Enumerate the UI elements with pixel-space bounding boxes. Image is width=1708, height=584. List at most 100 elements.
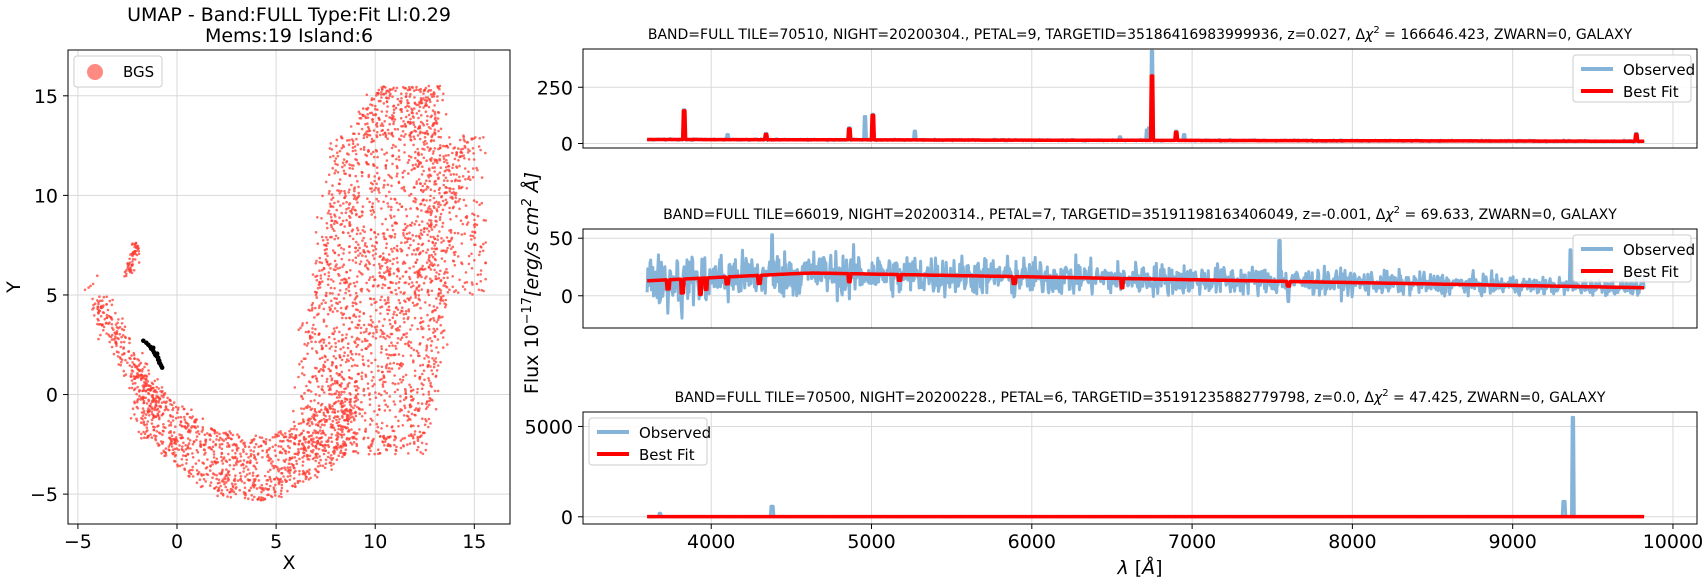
- umap-point: [437, 177, 440, 181]
- umap-point: [420, 209, 423, 212]
- umap-point: [363, 394, 366, 397]
- umap-point: [421, 452, 425, 456]
- umap-point: [365, 281, 368, 285]
- umap-point: [133, 245, 136, 249]
- umap-point: [208, 438, 212, 441]
- umap-point: [340, 189, 343, 193]
- umap-point: [427, 360, 431, 363]
- umap-point: [356, 405, 359, 409]
- umap-point: [429, 344, 433, 347]
- umap-point: [202, 477, 206, 481]
- umap-point: [385, 89, 388, 93]
- umap-point: [413, 129, 416, 132]
- umap-point: [361, 340, 364, 343]
- umap-point: [320, 436, 324, 439]
- umap-point: [345, 333, 348, 336]
- umap-point: [341, 333, 344, 337]
- umap-point: [318, 340, 321, 344]
- umap-point: [345, 270, 349, 274]
- umap-point: [160, 401, 164, 405]
- umap-point: [252, 450, 255, 453]
- umap-point: [413, 102, 417, 105]
- umap-point: [102, 325, 106, 329]
- umap-point: [410, 424, 413, 427]
- umap-point: [412, 239, 416, 242]
- umap-point: [351, 167, 355, 170]
- umap-point: [441, 330, 445, 333]
- umap-point: [386, 258, 389, 261]
- umap-point: [412, 143, 415, 147]
- umap-point: [414, 296, 417, 299]
- umap-point: [323, 443, 327, 447]
- umap-point: [247, 445, 251, 449]
- umap-point: [371, 244, 374, 248]
- umap-point: [148, 408, 151, 412]
- umap-point: [478, 203, 481, 207]
- umap-point: [469, 234, 473, 237]
- umap-point: [358, 310, 362, 314]
- umap-point: [215, 431, 219, 434]
- umap-point: [315, 436, 319, 439]
- umap-point: [425, 346, 429, 350]
- umap-point: [348, 258, 351, 262]
- umap-point: [237, 460, 240, 464]
- umap-point: [332, 280, 335, 283]
- umap-point: [363, 230, 367, 234]
- umap-point: [392, 257, 395, 261]
- umap-point: [220, 489, 224, 492]
- umap-point: [371, 182, 375, 186]
- umap-point: [397, 367, 401, 370]
- umap-point: [204, 480, 207, 483]
- umap-point: [463, 139, 467, 143]
- umap-point: [435, 297, 438, 300]
- umap-point: [415, 112, 419, 115]
- umap-point: [426, 364, 430, 368]
- umap-point: [411, 163, 415, 167]
- umap-point: [420, 114, 423, 117]
- umap-point: [350, 335, 354, 339]
- umap-point: [415, 280, 419, 284]
- umap-point: [215, 473, 218, 477]
- umap-point: [394, 415, 397, 419]
- umap-point: [213, 487, 216, 490]
- umap-point: [426, 288, 430, 292]
- umap-point: [382, 256, 385, 259]
- umap-point: [322, 417, 326, 421]
- umap-point: [218, 446, 221, 449]
- umap-point: [356, 326, 359, 330]
- umap-point: [271, 445, 275, 449]
- umap-point: [392, 115, 395, 118]
- umap-point: [458, 155, 462, 159]
- umap-point: [215, 485, 218, 489]
- umap-point: [429, 139, 433, 143]
- umap-point: [331, 310, 335, 314]
- umap-point: [396, 388, 399, 392]
- umap-point: [242, 459, 246, 462]
- umap-point: [375, 182, 379, 186]
- umap-point: [412, 121, 415, 124]
- umap-point: [370, 98, 374, 102]
- umap-point: [154, 434, 158, 438]
- umap-point: [365, 330, 368, 333]
- umap-point: [373, 325, 377, 329]
- umap-point: [157, 387, 160, 390]
- umap-point: [330, 278, 333, 281]
- umap-point: [265, 455, 269, 458]
- umap-point: [335, 144, 338, 148]
- umap-point: [130, 386, 134, 390]
- umap-point: [418, 124, 422, 128]
- umap-point: [359, 300, 362, 304]
- umap-point: [439, 146, 442, 150]
- umap-point: [448, 229, 451, 232]
- umap-point: [359, 252, 362, 255]
- umap-point: [345, 278, 348, 282]
- umap-point: [479, 148, 482, 152]
- umap-point: [399, 338, 403, 341]
- umap-point: [195, 481, 199, 485]
- umap-point: [361, 273, 364, 276]
- umap-point: [446, 246, 449, 250]
- umap-point: [353, 364, 357, 367]
- umap-point: [337, 454, 341, 458]
- umap-point: [458, 179, 462, 183]
- umap-point: [413, 96, 416, 99]
